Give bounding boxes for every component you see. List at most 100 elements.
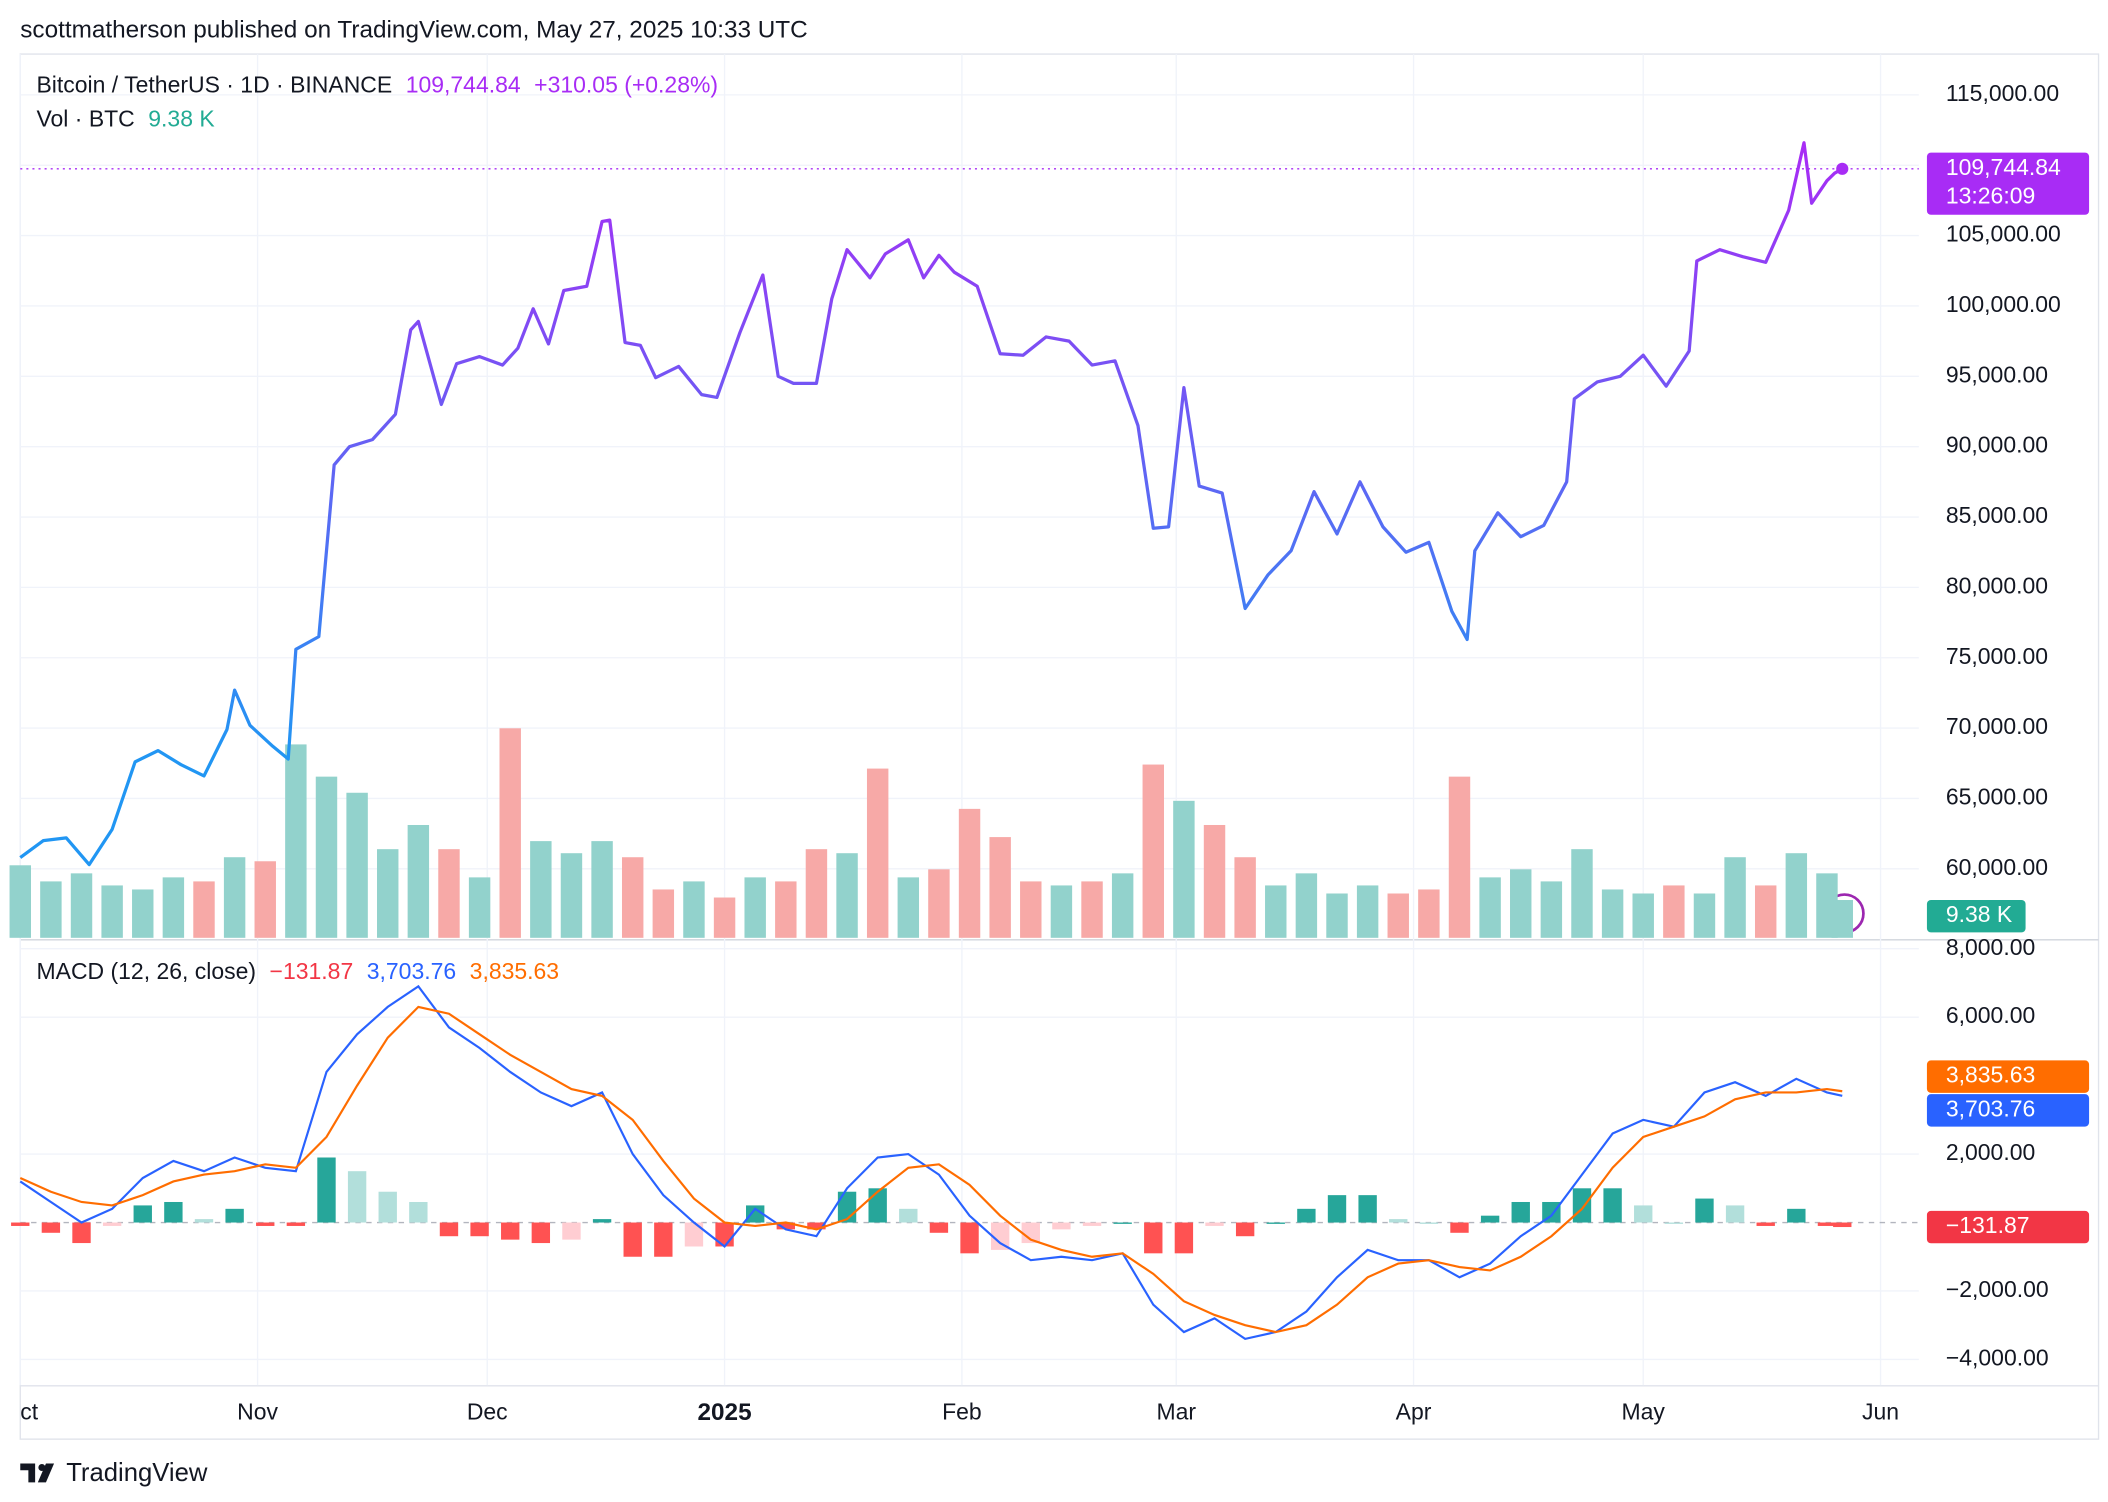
volume-bar — [1831, 900, 1853, 938]
histogram-bar — [1297, 1208, 1316, 1223]
histogram-bar — [1542, 1201, 1561, 1223]
volume-bar — [866, 768, 889, 938]
macd-legend: MACD (12, 26, close) — [36, 958, 256, 984]
volume-bar — [1111, 873, 1134, 938]
volume-label-box — [1926, 899, 2026, 933]
x-tick-label: Jun — [1862, 1399, 1899, 1425]
histogram-bar — [654, 1222, 673, 1257]
brand-logo — [20, 1463, 55, 1483]
histogram-bar — [1833, 1222, 1852, 1228]
histogram-bar — [1603, 1188, 1622, 1223]
histogram-bar — [715, 1222, 734, 1247]
histogram-bar — [1480, 1215, 1500, 1223]
histogram-value-box — [1926, 1210, 2090, 1244]
brand-name: TradingView — [66, 1459, 208, 1487]
volume-bar — [40, 881, 62, 938]
histogram-bar — [1082, 1222, 1102, 1226]
histogram-bar — [746, 1205, 765, 1223]
histogram-bar — [1389, 1219, 1408, 1223]
histogram-bar — [531, 1222, 551, 1244]
countdown-label: 13:26:09 — [1946, 182, 2035, 208]
histogram-bar — [1725, 1205, 1745, 1223]
histogram-bar — [41, 1222, 61, 1233]
volume-bar — [652, 889, 675, 938]
volume-bar — [1234, 857, 1256, 938]
volume-bar — [407, 824, 430, 938]
volume-bar — [1387, 893, 1409, 938]
histogram-bar — [1174, 1222, 1194, 1254]
volume-bar — [315, 776, 338, 938]
x-tick-label: 2025 — [698, 1399, 752, 1426]
histogram-bar — [776, 1222, 796, 1230]
volume-bar — [1020, 881, 1042, 938]
volume-bar — [285, 744, 307, 938]
volume-bar — [1663, 885, 1685, 938]
histogram-bar — [501, 1222, 520, 1240]
volume-bar — [1479, 877, 1501, 938]
y-tick-label: 85,000.00 — [1946, 502, 2048, 528]
volume-bar — [377, 849, 399, 938]
volume-bar — [805, 849, 828, 938]
volume-bar — [1295, 873, 1318, 938]
y-tick-label: 70,000.00 — [1946, 713, 2048, 739]
symbol-legend: Bitcoin / TetherUS · 1D · BINANCE — [36, 72, 392, 98]
y-tick-label: 100,000.00 — [1946, 291, 2061, 317]
volume-bar — [1448, 776, 1471, 938]
histogram-bar — [439, 1222, 459, 1237]
histogram-bar — [1664, 1222, 1684, 1224]
y-tick-label: −2,000.00 — [1946, 1276, 2049, 1302]
volume-bar — [591, 841, 613, 938]
histogram-bar — [1787, 1208, 1806, 1223]
legend-signal: 3,835.63 — [470, 958, 559, 984]
macd-line — [19, 984, 1843, 1341]
volume-bar — [1326, 893, 1348, 938]
volume-bar — [468, 877, 491, 938]
y-tick-label: 105,000.00 — [1946, 221, 2061, 247]
histogram-bar — [194, 1219, 214, 1223]
histogram-bar — [1419, 1222, 1439, 1224]
volume-bar — [1173, 800, 1195, 938]
histogram-bar — [1327, 1195, 1347, 1223]
last-price-dot — [1836, 162, 1849, 175]
volume-bar — [713, 897, 736, 938]
x-tick-label: Nov — [237, 1399, 278, 1425]
histogram-bar — [256, 1222, 275, 1226]
y-tick-label: 75,000.00 — [1946, 643, 2048, 669]
volume-bar — [1203, 824, 1226, 938]
histogram-bar — [1695, 1198, 1714, 1223]
histogram-bar — [807, 1222, 826, 1230]
y-tick-label: 65,000.00 — [1946, 784, 2048, 810]
histogram-bar — [990, 1222, 1010, 1250]
volume-bar — [530, 841, 552, 938]
volume-bar — [1785, 853, 1808, 938]
histogram-bar — [1113, 1222, 1132, 1224]
x-tick-label: Mar — [1156, 1399, 1196, 1425]
volume-bar — [223, 857, 246, 938]
histogram-bar — [592, 1219, 612, 1223]
histogram-bar — [72, 1222, 91, 1244]
volume-bar — [499, 728, 521, 938]
histogram-bar — [1266, 1222, 1285, 1224]
histogram-bar — [899, 1208, 918, 1223]
histogram-bar — [133, 1205, 152, 1223]
volume-bar — [1571, 849, 1593, 938]
legend-histogram: −131.87 — [270, 958, 354, 984]
y-tick-label: 8,000.00 — [1946, 934, 2035, 960]
histogram-bar — [1450, 1222, 1469, 1233]
histogram-bar — [1511, 1201, 1530, 1223]
volume-bar — [744, 877, 766, 938]
volume-bar — [101, 885, 123, 938]
volume-bar — [928, 869, 950, 938]
legend-volume: 9.38 K — [148, 105, 215, 131]
legend-price: 109,744.84 — [406, 72, 521, 98]
volume-bar — [775, 881, 797, 938]
volume-legend: Vol · BTC — [36, 105, 134, 131]
histogram-bar — [960, 1222, 979, 1254]
x-tick-label: Feb — [942, 1399, 982, 1425]
volume-bar — [1050, 885, 1073, 938]
y-tick-label: 60,000.00 — [1946, 854, 2048, 880]
histogram-bar — [317, 1157, 336, 1223]
histogram-value-label: −131.87 — [1946, 1212, 2030, 1238]
